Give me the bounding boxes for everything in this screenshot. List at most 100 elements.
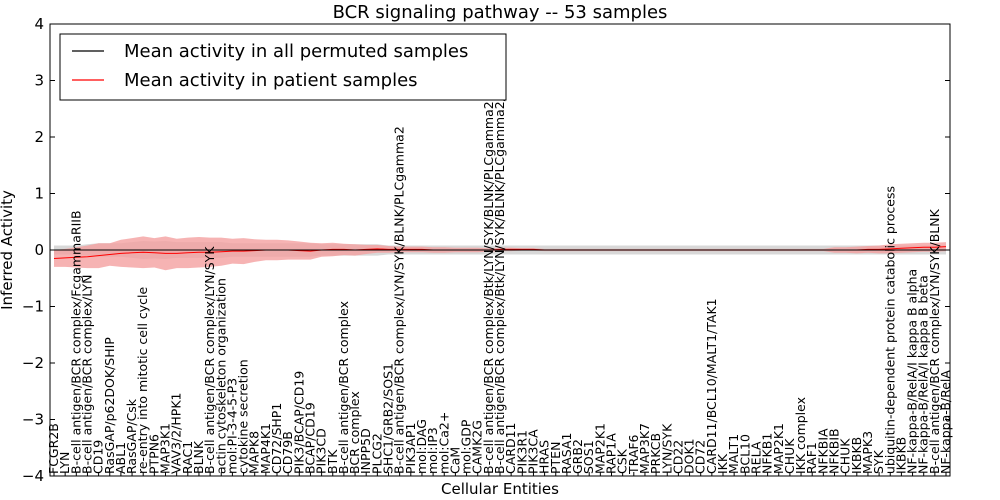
x-tick-label: PIK3R1 <box>514 430 529 474</box>
x-tick-label: PLCG2 <box>369 433 384 474</box>
x-tick-label: CHUK <box>838 438 853 474</box>
y-axis-ticks: −4 −3 −2 −1 0 1 2 3 4 <box>22 15 950 485</box>
x-tick-label: LYN/SYK <box>659 423 674 474</box>
x-tick-label: IKK <box>715 453 730 474</box>
legend: Mean activity in all permuted samples Me… <box>59 33 507 101</box>
x-tick-label: CHUK <box>782 438 797 474</box>
x-tick-label: CD72 <box>693 440 708 474</box>
x-tick-label: mol:GDP <box>459 419 474 474</box>
x-tick-label: re-entry into mitotic cell cycle <box>135 286 150 474</box>
x-tick-label: BLNK <box>191 440 206 474</box>
x-tick-label: MAPK3 <box>860 431 875 474</box>
x-axis-label: Cellular Entities <box>441 480 559 498</box>
x-tick-label: NF-kappa-B/RelA/I kappa B beta <box>916 275 931 474</box>
x-tick-label: B-cell antigen/BCR complex/LYN/SYK/BLNK/… <box>392 126 407 474</box>
x-tick-label: B-cell antigen/BCR complex/LYN <box>80 275 95 475</box>
x-tick-label: IKBKB <box>849 437 864 474</box>
x-tick-label: NF-kappa-B/RelA/I kappa B alpha <box>905 269 920 474</box>
x-tick-label: B-cell antigen/BCR complex/Btk/LYN/SYK/B… <box>481 101 496 474</box>
x-tick-label: PRKCB <box>648 433 663 474</box>
y-tick-label: 2 <box>34 128 44 146</box>
x-tick-label: NFKBIB <box>827 428 842 474</box>
x-tick-label: INPP5D <box>358 428 373 474</box>
x-tick-label: BCL10 <box>737 434 752 474</box>
x-tick-label: MAPK8 <box>247 431 262 474</box>
y-tick-label: −1 <box>22 298 44 316</box>
y-tick-label: 4 <box>34 15 44 33</box>
x-tick-label: RAC1 <box>180 441 195 474</box>
x-tick-label: RASA1 <box>559 433 574 474</box>
x-tick-label: RELA <box>749 441 764 474</box>
x-tick-label: RasGAP/p62DOK/SHIP <box>102 337 117 474</box>
x-tick-label: CD72/SHP1 <box>269 403 284 474</box>
x-tick-label: SOS1 <box>581 440 596 474</box>
legend-label-permuted: Mean activity in all permuted samples <box>124 41 468 62</box>
legend-label-patient: Mean activity in patient samples <box>124 70 418 91</box>
y-tick-label: 0 <box>34 241 44 259</box>
x-tick-label: IKK complex <box>793 397 808 474</box>
legend-box <box>59 33 507 101</box>
x-tick-label: RasGAP/Csk <box>124 398 139 474</box>
x-tick-label: CD22 <box>670 440 685 474</box>
x-tick-label: NFKB1 <box>760 433 775 474</box>
x-tick-label: ABL1 <box>113 442 128 474</box>
x-tick-label: CaM <box>447 447 462 474</box>
y-tick-label: −2 <box>22 354 44 372</box>
x-tick-label: PIK3/BCAP/CD19 <box>291 371 306 474</box>
x-tick-label: B-cell antigen/BCR complex/Btk/LYN/SYK/B… <box>492 63 507 474</box>
x-tick-label: CARD11 <box>503 423 518 475</box>
x-tick-label: mol:DAG <box>414 419 429 474</box>
x-tick-label: IKBKB <box>893 437 908 474</box>
x-tick-label: DOK1 <box>682 438 697 474</box>
y-axis-label: Inferred Activity <box>0 190 16 310</box>
x-tick-label: SHC1/GRB2/SOS1 <box>381 363 396 474</box>
x-tick-label: MAP3K7 <box>637 423 652 474</box>
x-tick-label: CAMK2G <box>470 420 485 474</box>
x-tick-label: PTEN <box>548 442 563 474</box>
x-tick-label: B-cell antigen/BCR complex/FcgammaRIIB <box>68 210 83 474</box>
x-tick-label: B-cell antigen/BCR complex <box>336 301 351 474</box>
x-tick-label: B-cell antigen/BCR complex/LYN/SYK <box>202 246 217 474</box>
x-tick-label: PIK3CA <box>526 429 541 474</box>
x-tick-label: ubiquitin-dependent protein catabolic pr… <box>882 186 897 474</box>
x-tick-label: PTPN6 <box>146 434 161 474</box>
y-tick-label: 1 <box>34 185 44 203</box>
x-tick-label: MAP2K1 <box>771 423 786 474</box>
x-tick-label: PIK3CD <box>314 428 329 474</box>
x-tick-label: MALT1 <box>726 434 741 474</box>
x-tick-label: MAP2K1 <box>592 423 607 474</box>
y-tick-label: 3 <box>34 72 44 90</box>
chart-title: BCR signaling pathway -- 53 samples <box>333 2 668 23</box>
x-tick-label: RAP1A <box>604 433 619 474</box>
x-tick-label: mol:Ca2+ <box>436 412 451 474</box>
x-tick-label: CD79B <box>280 431 295 474</box>
x-tick-label: NFKBIA <box>815 428 830 474</box>
x-tick-label: SYK <box>871 449 886 474</box>
confidence-band-patient <box>54 236 946 271</box>
x-tick-label: VAV3/2/HPK1 <box>169 393 184 474</box>
x-tick-label: CSK <box>615 448 630 474</box>
x-tick-label: CD19 <box>91 440 106 474</box>
x-tick-label: actin cytoskeleton organization <box>213 278 228 474</box>
x-tick-label: BTK <box>325 449 340 474</box>
x-tick-label: CARD11/BCL10/MALT1/TAK1 <box>704 298 719 474</box>
x-tick-label: RAF1 <box>804 442 819 474</box>
x-tick-label: mol:PI-3-4-5-P3 <box>224 378 239 474</box>
x-tick-label: MAP4K1 <box>258 423 273 474</box>
y-tick-label: −3 <box>22 411 44 429</box>
x-tick-label: MAP3K1 <box>158 423 173 474</box>
x-tick-label: cytokine secretion <box>236 359 251 474</box>
x-tick-label: NF-kappa-B/RelA <box>938 370 953 474</box>
x-tick-label: BCR complex <box>347 391 362 474</box>
x-tick-label: B-cell antigen/BCR complex/LYN/SYK/BLNK <box>927 208 942 474</box>
x-tick-label: PIK3AP1 <box>403 423 418 474</box>
x-tick-label: HRAS <box>537 440 552 474</box>
x-tick-label: LYN <box>57 452 72 474</box>
x-tick-label: BCAP/CD19 <box>302 402 317 474</box>
x-tick-label: TRAF6 <box>626 434 641 475</box>
x-tick-label: FCGR2B <box>46 423 61 474</box>
x-tick-label: mol:IP3 <box>425 427 440 474</box>
y-tick-label: −4 <box>22 467 44 485</box>
